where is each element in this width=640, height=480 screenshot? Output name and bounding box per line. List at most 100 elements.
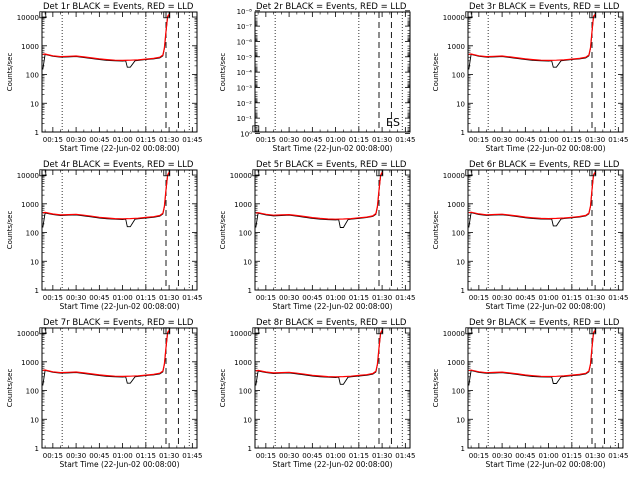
x-tick-label: 00:30 — [492, 136, 512, 144]
square-marker — [465, 11, 473, 19]
x-tick-label: 00:15 — [256, 452, 276, 460]
chart-title: Det 7r BLACK = Events, RED = LLD — [43, 318, 194, 328]
square-marker — [39, 11, 47, 19]
lld-series-line — [42, 329, 170, 378]
x-tick-label: 01:45 — [608, 294, 628, 302]
x-tick-label: 01:00 — [326, 136, 346, 144]
square-marker — [252, 169, 260, 177]
square-marker — [163, 11, 171, 19]
events-series-line — [255, 172, 383, 228]
x-tick-label: 01:00 — [539, 294, 559, 302]
x-tick-label: 01:30 — [159, 136, 179, 144]
x-tick-label: 01:30 — [159, 452, 179, 460]
x-tick-label: 00:30 — [66, 136, 86, 144]
x-tick-label: 00:15 — [43, 136, 63, 144]
x-tick-label: 00:45 — [302, 452, 322, 460]
y-tick-label: 1 — [35, 287, 39, 295]
chart-title: Det 4r BLACK = Events, RED = LLD — [43, 160, 194, 170]
y-tick-label: 10⁻² — [237, 100, 253, 108]
x-tick-label: 00:45 — [302, 136, 322, 144]
x-tick-label: 00:30 — [279, 136, 299, 144]
square-marker — [252, 125, 260, 133]
x-tick-label: 01:45 — [395, 136, 415, 144]
x-tick-label: 00:45 — [89, 294, 109, 302]
x-tick-label: 01:45 — [608, 452, 628, 460]
x-axis-label: Start Time (22-Jun-02 00:08:00) — [486, 302, 606, 311]
x-axis-label: Start Time (22-Jun-02 00:08:00) — [273, 302, 393, 311]
lld-series-line — [255, 172, 383, 220]
events-series-line — [468, 330, 596, 386]
y-tick-label: 1000 — [234, 359, 252, 367]
y-tick-label: 100 — [452, 230, 465, 238]
x-tick-label: 00:15 — [469, 294, 489, 302]
chart-title: Det 9r BLACK = Events, RED = LLD — [469, 318, 620, 328]
x-tick-label: 01:15 — [136, 452, 156, 460]
square-marker — [163, 327, 171, 335]
x-tick-label: 01:30 — [585, 136, 605, 144]
y-tick-label: 100 — [452, 388, 465, 396]
square-marker — [589, 169, 597, 177]
y-tick-label: 10 — [243, 258, 252, 266]
x-tick-label: 01:15 — [562, 136, 582, 144]
x-axis-label: Start Time (22-Jun-02 00:08:00) — [60, 302, 180, 311]
plot-frame — [41, 327, 198, 449]
y-tick-label: 1 — [248, 445, 252, 453]
y-tick-label: 1000 — [21, 359, 39, 367]
y-tick-label: 100 — [239, 230, 252, 238]
x-axis-label: Start Time (22-Jun-02 00:08:00) — [486, 460, 606, 469]
square-marker — [465, 169, 473, 177]
chart-panel-det4r: Det 4r BLACK = Events, RED = LLD 1 10 100 10… — [6, 160, 202, 311]
chart-title: Det 3r BLACK = Events, RED = LLD — [469, 2, 620, 12]
y-axis-label: Counts/sec — [219, 369, 227, 408]
x-tick-label: 01:45 — [608, 136, 628, 144]
x-tick-label: 01:15 — [136, 294, 156, 302]
x-tick-label: 00:30 — [279, 452, 299, 460]
chart-panel-det6r: Det 6r BLACK = Events, RED = LLD 1 10 100 10… — [432, 160, 628, 311]
chart-title: Det 5r BLACK = Events, RED = LLD — [256, 160, 407, 170]
x-tick-label: 01:15 — [349, 136, 369, 144]
y-axis-label: Counts/sec — [219, 211, 227, 250]
x-tick-label: 01:15 — [136, 136, 156, 144]
x-tick-label: 00:45 — [89, 452, 109, 460]
square-marker — [465, 327, 473, 335]
square-marker — [376, 169, 384, 177]
x-tick-label: 00:30 — [66, 452, 86, 460]
y-axis-label: Counts/sec — [6, 211, 14, 250]
x-tick-label: 00:45 — [89, 136, 109, 144]
square-marker — [39, 327, 47, 335]
annotation-label: ES — [386, 116, 400, 129]
chart-panel-det9r: Det 9r BLACK = Events, RED = LLD 1 10 100 10… — [432, 318, 628, 469]
x-axis-label: Start Time (22-Jun-02 00:08:00) — [60, 460, 180, 469]
y-tick-label: 1 — [461, 129, 465, 137]
x-tick-label: 01:30 — [585, 452, 605, 460]
y-tick-label: 100 — [26, 72, 39, 80]
y-tick-label: 10000 — [17, 14, 39, 22]
lld-series-line — [468, 171, 596, 220]
x-tick-label: 00:45 — [302, 294, 322, 302]
y-tick-label: 10 — [30, 258, 39, 266]
y-tick-label: 10000 — [443, 172, 465, 180]
y-axis-label: Counts/sec — [432, 53, 440, 92]
y-tick-label: 10000 — [443, 330, 465, 338]
plot-frame — [41, 169, 198, 291]
y-tick-label: 10 — [456, 100, 465, 108]
x-tick-label: 01:00 — [539, 136, 559, 144]
y-tick-label: 10⁻³ — [237, 84, 253, 92]
x-tick-label: 01:30 — [372, 452, 392, 460]
events-series-line — [42, 330, 170, 386]
events-series-line — [468, 14, 596, 70]
square-marker — [163, 169, 171, 177]
events-series-line — [255, 330, 383, 386]
y-tick-label: 1000 — [21, 43, 39, 51]
x-tick-label: 00:30 — [492, 294, 512, 302]
lld-series-line — [255, 330, 383, 378]
y-tick-label: 1000 — [234, 201, 252, 209]
x-tick-label: 00:15 — [256, 294, 276, 302]
x-tick-label: 01:45 — [182, 136, 202, 144]
x-tick-label: 00:15 — [43, 294, 63, 302]
x-tick-label: 01:30 — [585, 294, 605, 302]
plot-frame — [467, 169, 624, 291]
x-tick-label: 00:30 — [279, 294, 299, 302]
x-axis-label: Start Time (22-Jun-02 00:08:00) — [60, 144, 180, 153]
